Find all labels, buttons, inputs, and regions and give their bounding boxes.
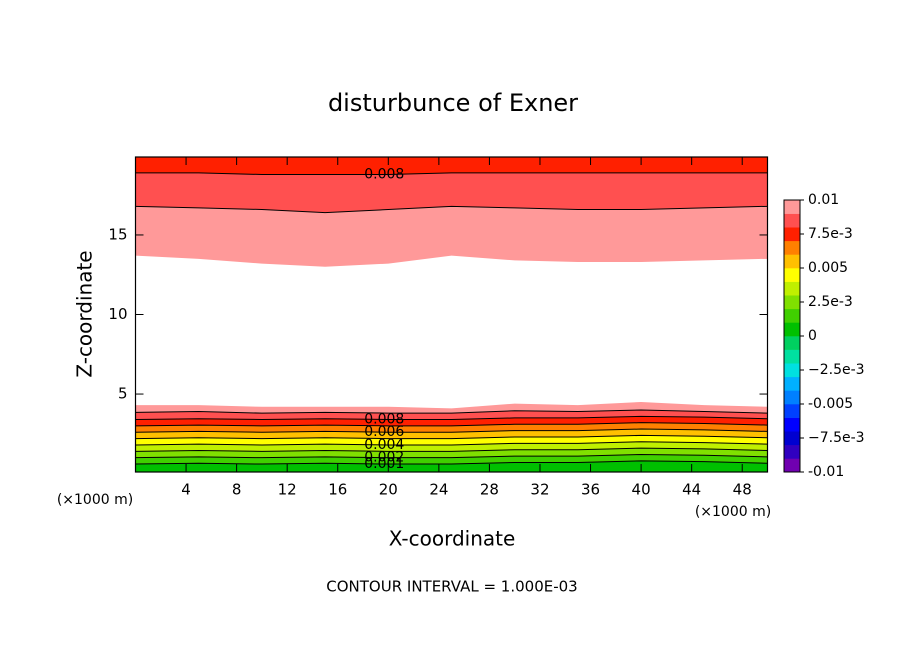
colorbar-swatch — [784, 431, 800, 446]
contour-line — [135, 447, 768, 452]
colorbar-swatch — [784, 200, 800, 214]
colorbar-swatch — [784, 254, 800, 269]
contour-label: 0.002 — [364, 450, 404, 466]
x-tick-label: 24 — [429, 481, 448, 499]
contour-line — [135, 434, 768, 440]
x-tick-label: 32 — [530, 481, 549, 499]
contour-label: 0.008 — [364, 167, 404, 183]
contour-line — [135, 415, 768, 421]
colorbar-tick-label: -0.005 — [808, 396, 853, 412]
x-tick-label: 36 — [581, 481, 600, 499]
colorbar-swatch — [784, 376, 800, 391]
x-tick-label: 16 — [328, 481, 347, 499]
contour-line — [135, 428, 768, 433]
colorbar-swatch — [784, 417, 800, 432]
colorbar-swatch — [784, 390, 800, 405]
chart-title: disturbunce of Exner — [328, 89, 578, 117]
contour-label: 0.008 — [364, 412, 404, 428]
colorbar-swatch — [784, 227, 800, 242]
x-unit-label: (×1000 m) — [695, 504, 771, 520]
colorbar-swatch — [784, 308, 800, 323]
x-tick-label: 4 — [181, 481, 191, 499]
colorbar-swatch — [784, 336, 800, 350]
contour-label: 0.004 — [364, 437, 404, 453]
colorbar-swatch — [784, 349, 800, 364]
x-tick-label: 28 — [480, 481, 499, 499]
x-tick-label: 20 — [379, 481, 398, 499]
colorbar-tick-label: −2.5e-3 — [808, 362, 865, 378]
contour-line — [135, 409, 768, 414]
colorbar-tick-label: −7.5e-3 — [808, 430, 865, 446]
contour-line — [135, 453, 768, 459]
colorbar-swatch — [784, 458, 800, 473]
colorbar-swatch — [784, 268, 800, 282]
colorbar-swatch — [784, 444, 800, 459]
contour-line — [135, 172, 768, 175]
contour-line — [135, 205, 768, 214]
colorbar-swatch — [784, 281, 800, 296]
colorbar-swatch — [784, 322, 800, 337]
x-tick-label: 48 — [733, 481, 752, 499]
colorbar-swatch — [784, 295, 800, 310]
y-unit-label: (×1000 m) — [57, 492, 133, 508]
colorbar-tick-label: 0 — [808, 328, 817, 344]
colorbar-swatch — [784, 213, 800, 228]
contour-line — [135, 460, 768, 465]
x-tick-label: 8 — [232, 481, 242, 499]
y-tick-label: 15 — [108, 225, 127, 243]
colorbar-tick-label: -0.01 — [808, 464, 844, 480]
contour-line — [135, 422, 768, 427]
y-axis-label: Z-coordinate — [73, 250, 97, 377]
colorbar-swatch — [784, 404, 800, 418]
footer: CONTOUR INTERVAL = 1.000E-03 — [326, 578, 577, 596]
x-tick-label: 44 — [682, 481, 701, 499]
y-tick-label: 10 — [108, 305, 127, 323]
colorbar-swatch — [784, 363, 800, 378]
x-tick-label: 12 — [278, 481, 297, 499]
colorbar-tick-label: 7.5e-3 — [808, 226, 853, 242]
contour-line — [135, 441, 768, 446]
colorbar-tick-label: 0.01 — [808, 192, 839, 208]
contour-band — [135, 157, 768, 175]
x-tick-label: 40 — [632, 481, 651, 499]
y-tick-label: 5 — [118, 385, 128, 403]
colorbar-tick-label: 2.5e-3 — [808, 294, 853, 310]
colorbar-tick-label: 0.005 — [808, 260, 848, 276]
colorbar-swatch — [784, 240, 800, 255]
x-axis-label: X-coordinate — [389, 527, 516, 551]
contour-label: 0.006 — [364, 424, 404, 440]
contour-label: 0.001 — [364, 456, 404, 472]
